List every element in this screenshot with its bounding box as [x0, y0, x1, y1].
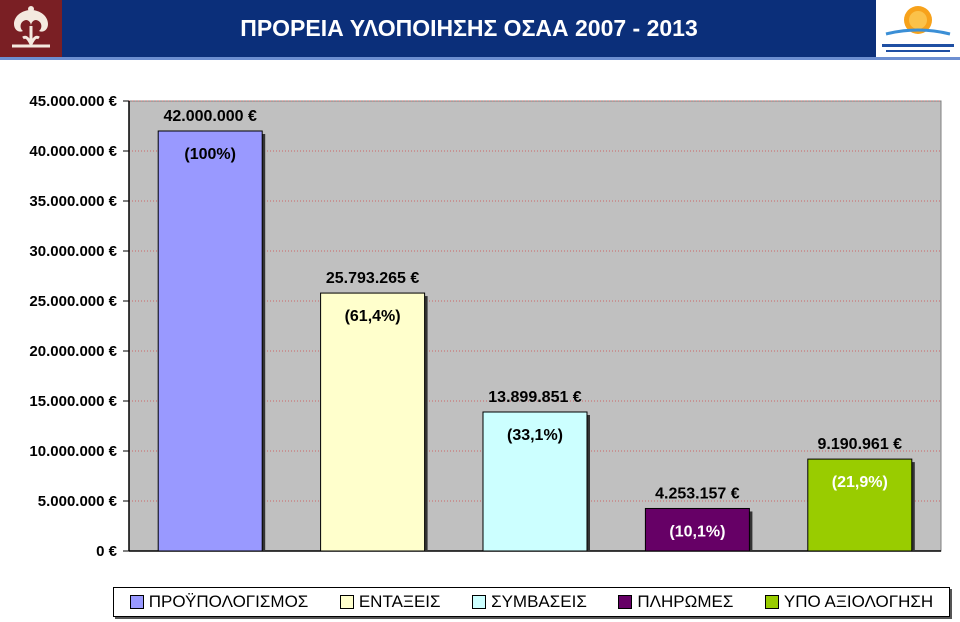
legend-swatch	[764, 595, 779, 609]
legend-item: ΥΠΟ ΑΞΙΟΛΟΓΗΣΗ	[764, 592, 934, 612]
percent-label: (10,1%)	[669, 523, 725, 540]
legend-item: ΠΡΟΫΠΟΛΟΓΙΣΜΟΣ	[129, 592, 309, 612]
sun-logo	[876, 0, 960, 57]
bar	[320, 292, 426, 552]
y-tick-label: 40.000.000 €	[29, 143, 117, 160]
value-label: 42.000.000 €	[163, 108, 257, 125]
percent-label: (21,9%)	[832, 474, 888, 491]
percent-label: (33,1%)	[507, 427, 563, 444]
header-bar	[0, 0, 960, 57]
y-tick-label: 20.000.000 €	[29, 343, 117, 360]
y-tick-label: 0 €	[96, 543, 118, 560]
legend-item: ΕΝΤΑΞΕΙΣ	[339, 592, 441, 612]
percent-label: (61,4%)	[345, 308, 401, 325]
percent-label: (100%)	[184, 146, 236, 163]
y-tick-label: 15.000.000 €	[29, 393, 117, 410]
legend-label: ΕΝΤΑΞΕΙΣ	[358, 592, 441, 611]
legend-label: ΣΥΜΒΑΣΕΙΣ	[491, 592, 587, 611]
legend-swatch	[618, 595, 633, 609]
value-label: 13.899.851 €	[488, 389, 582, 406]
chart-legend: ΠΡΟΫΠΟΛΟΓΙΣΜΟΣ ΕΝΤΑΞΕΙΣ ΣΥΜΒΑΣΕΙΣ ΠΛΗΡΩΜΕΣ Υ…	[113, 587, 950, 617]
value-label: 4.253.157 €	[655, 485, 740, 502]
bar-chart: 0 € 5.000.000 € 10.000.000 € 15.000.000 € 20…	[29, 93, 942, 560]
legend-swatch	[472, 595, 487, 609]
bar	[807, 458, 913, 552]
value-label: 25.793.265 €	[326, 270, 420, 287]
legend-label: ΠΡΟΫΠΟΛΟΓΙΣΜΟΣ	[148, 592, 309, 611]
ornament-logo	[0, 0, 62, 57]
bar	[157, 130, 263, 552]
legend-item: ΣΥΜΒΑΣΕΙΣ	[472, 592, 587, 612]
bar	[482, 411, 588, 552]
legend-label: ΥΠΟ ΑΞΙΟΛΟΓΗΣΗ	[783, 592, 934, 611]
legend-label: ΠΛΗΡΩΜΕΣ	[637, 592, 734, 611]
y-tick-label: 10.000.000 €	[29, 443, 117, 460]
y-tick-label: 30.000.000 €	[29, 243, 117, 260]
legend-swatch	[129, 595, 144, 609]
legend-swatch	[339, 595, 354, 609]
y-tick-label: 25.000.000 €	[29, 293, 117, 310]
y-tick-label: 5.000.000 €	[38, 493, 118, 510]
bar	[644, 507, 750, 552]
y-tick-label: 45.000.000 €	[29, 93, 117, 110]
legend-item: ΠΛΗΡΩΜΕΣ	[618, 592, 733, 612]
y-tick-label: 35.000.000 €	[29, 193, 117, 210]
page-title: ΠΡΟΡΕΙΑ ΥΛΟΠΟΙΗΣΗΣ ΟΣΑΑ 2007 - 2013	[240, 15, 698, 41]
value-label: 9.190.961 €	[818, 436, 903, 453]
header-divider	[0, 57, 960, 60]
